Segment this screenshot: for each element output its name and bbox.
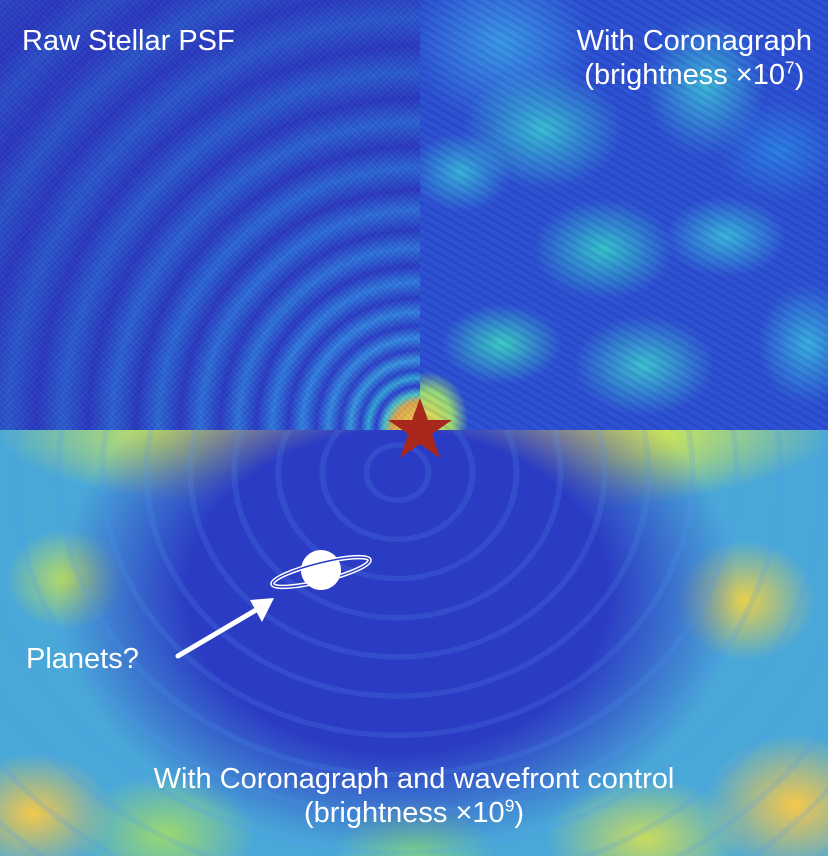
coronagraph-brightness-exponent: 7 [785,57,795,78]
planets-label: Planets? [26,643,139,675]
coronagraph-brightness-suffix: ) [794,59,805,92]
coronagraph-title: With Coronagraph [576,25,812,57]
coronagraph-title-block: With Coronagraph (brightness ×107) [577,24,812,92]
star-icon [388,398,452,458]
wavefront-brightness-prefix: (brightness ×10 [303,797,505,830]
wavefront-control-panel [0,430,828,856]
coronagraph-brightness: (brightness ×107) [577,58,812,92]
wavefront-brightness: (brightness ×109) [0,796,828,830]
arrow-icon [175,598,274,659]
planet-icon [270,550,372,590]
wavefront-title: With Coronagraph and wavefront control [153,763,675,795]
wavefront-brightness-suffix: ) [514,797,525,830]
wavefront-brightness-exponent: 9 [504,795,515,816]
wavefront-title-block: With Coronagraph and wavefront control (… [0,762,828,830]
coronagraph-panel [420,0,828,430]
raw-psf-title: Raw Stellar PSF [22,25,235,57]
raw-psf-panel [0,0,420,430]
coronagraph-brightness-prefix: (brightness ×10 [584,59,786,92]
